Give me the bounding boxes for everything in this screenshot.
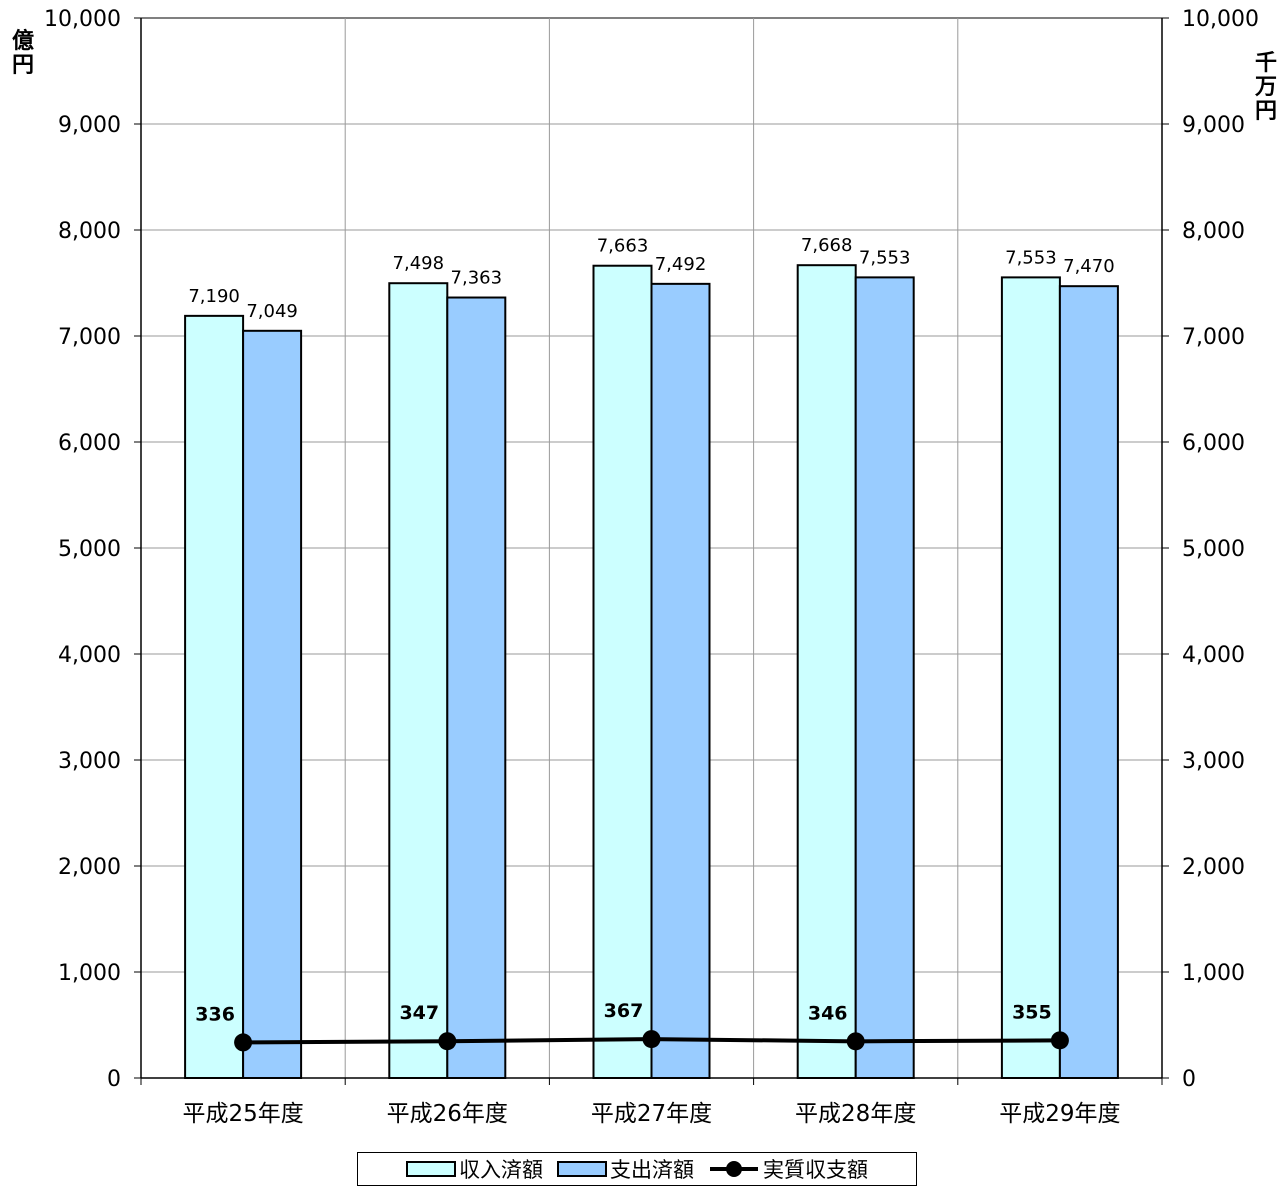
y-right-tick-label: 1,000	[1182, 961, 1245, 986]
bar-expenditure	[1058, 285, 1119, 1079]
bar-expenditure	[650, 282, 711, 1079]
y-left-tick-label: 9,000	[58, 113, 121, 138]
y-right-tick-label: 0	[1182, 1067, 1196, 1092]
legend-label-income: 収入済額	[459, 1158, 543, 1182]
y-right-tick-label: 7,000	[1182, 325, 1245, 350]
legend-line-marker	[710, 1161, 758, 1177]
legend: 収入済額 支出済額 実質収支額	[357, 1152, 917, 1186]
x-tick-label: 平成27年度	[591, 1101, 712, 1127]
left-axis-unit: 億円	[10, 30, 36, 78]
data-label-expenditure: 7,049	[246, 301, 298, 322]
balance-point	[1050, 1031, 1069, 1050]
bar-income	[592, 264, 653, 1079]
x-tick-label: 平成29年度	[999, 1101, 1120, 1127]
bars	[184, 264, 1119, 1080]
data-labels: 7,190 7,049 7,498 7,363 7,663 7,492 7,668 7,553…	[188, 235, 1114, 1025]
data-label-expenditure: 7,470	[1063, 256, 1115, 277]
legend-label-balance: 実質収支額	[763, 1158, 868, 1182]
bar-income	[388, 282, 449, 1080]
y-left-tick-label: 7,000	[58, 325, 121, 350]
y-right-tick-label: 10,000	[1182, 7, 1259, 32]
balance-point	[846, 1032, 865, 1051]
data-label-income: 7,190	[188, 286, 240, 307]
bar-income	[184, 314, 245, 1079]
y-left-tick-label: 1,000	[58, 961, 121, 986]
bar-income	[796, 264, 857, 1079]
bar-expenditure	[242, 329, 303, 1079]
axes: 0 0 1,000 1,000 2,000 2,000 3,000 3,000 4,000 4,0…	[44, 7, 1259, 1127]
x-tick-label: 平成25年度	[182, 1101, 303, 1127]
y-right-tick-label: 8,000	[1182, 219, 1245, 244]
y-right-tick-label: 9,000	[1182, 113, 1245, 138]
y-left-tick-label: 5,000	[58, 537, 121, 562]
x-tick-label: 平成28年度	[795, 1101, 916, 1127]
y-right-tick-label: 4,000	[1182, 643, 1245, 668]
unit-char: 円	[11, 53, 34, 78]
legend-item-expenditure: 支出済額	[557, 1154, 694, 1184]
balance-point	[438, 1032, 457, 1051]
unit-char: 億	[11, 29, 34, 54]
unit-char: 円	[1254, 99, 1277, 124]
data-label-income: 7,553	[1005, 247, 1057, 268]
data-label-expenditure: 7,363	[451, 268, 503, 289]
y-left-tick-label: 6,000	[58, 431, 121, 456]
bar-expenditure	[446, 296, 507, 1080]
y-right-tick-label: 3,000	[1182, 749, 1245, 774]
balance-point	[642, 1030, 661, 1049]
y-right-tick-label: 2,000	[1182, 855, 1245, 880]
data-label-income: 7,663	[597, 236, 649, 257]
data-label-income: 7,498	[393, 253, 445, 274]
data-label-balance: 336	[195, 1003, 235, 1025]
balance-line	[234, 1030, 1069, 1052]
legend-item-income: 収入済額	[406, 1154, 543, 1184]
y-right-tick-label: 5,000	[1182, 537, 1245, 562]
y-left-tick-label: 0	[107, 1067, 121, 1092]
y-right-tick-label: 6,000	[1182, 431, 1245, 456]
legend-swatch-expenditure	[557, 1161, 607, 1177]
data-label-expenditure: 7,492	[655, 254, 707, 275]
bar-expenditure	[854, 276, 915, 1079]
unit-char: 千	[1254, 51, 1277, 76]
x-tick-label: 平成26年度	[387, 1101, 508, 1127]
data-label-expenditure: 7,553	[859, 247, 911, 268]
data-label-balance: 347	[399, 1002, 439, 1024]
data-label-balance: 346	[808, 1002, 848, 1024]
y-left-tick-label: 8,000	[58, 219, 121, 244]
legend-item-balance: 実質収支額	[708, 1154, 868, 1184]
data-label-balance: 367	[604, 1000, 644, 1022]
legend-label-expenditure: 支出済額	[610, 1158, 694, 1182]
bar-income	[1000, 276, 1061, 1079]
y-left-tick-label: 3,000	[58, 749, 121, 774]
right-axis-unit: 千万円	[1253, 52, 1279, 124]
balance-point	[234, 1033, 253, 1052]
data-label-income: 7,668	[801, 235, 853, 256]
data-label-balance: 355	[1012, 1001, 1052, 1023]
y-left-tick-label: 4,000	[58, 643, 121, 668]
y-left-tick-label: 2,000	[58, 855, 121, 880]
legend-swatch-income	[406, 1161, 456, 1177]
y-left-tick-label: 10,000	[44, 7, 121, 32]
unit-char: 万	[1254, 75, 1277, 100]
